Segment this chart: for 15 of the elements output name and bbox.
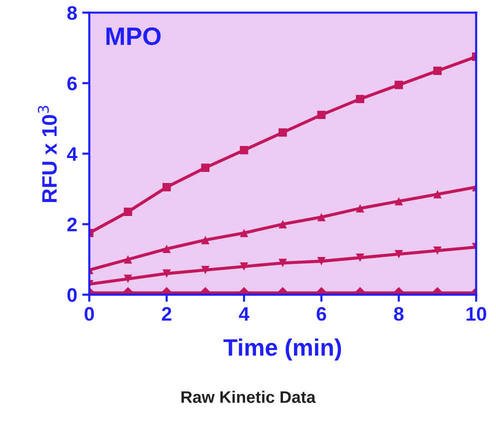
x-tick-label: 0 [84,307,94,321]
y-tick-label: 8 [67,6,77,20]
x-tick-label: 8 [394,307,404,321]
y-axis-title: RFU x 10$^{3}$ [38,106,57,202]
text: Raw Kinetic Data [182,390,316,403]
y-tick-label: 0 [67,288,77,302]
x-axis-title: Time (min) [224,338,342,361]
x-tick-label: 10 [466,307,486,321]
y-tick-label: 6 [67,76,77,90]
x-tick-label: 2 [162,307,172,321]
x-tick-label: 4 [238,307,250,321]
x-tick-label: 6 [316,307,326,321]
annotation: MPO [106,27,161,46]
y-tick-label: 4 [66,147,78,161]
y-tick-label: 2 [67,218,77,232]
